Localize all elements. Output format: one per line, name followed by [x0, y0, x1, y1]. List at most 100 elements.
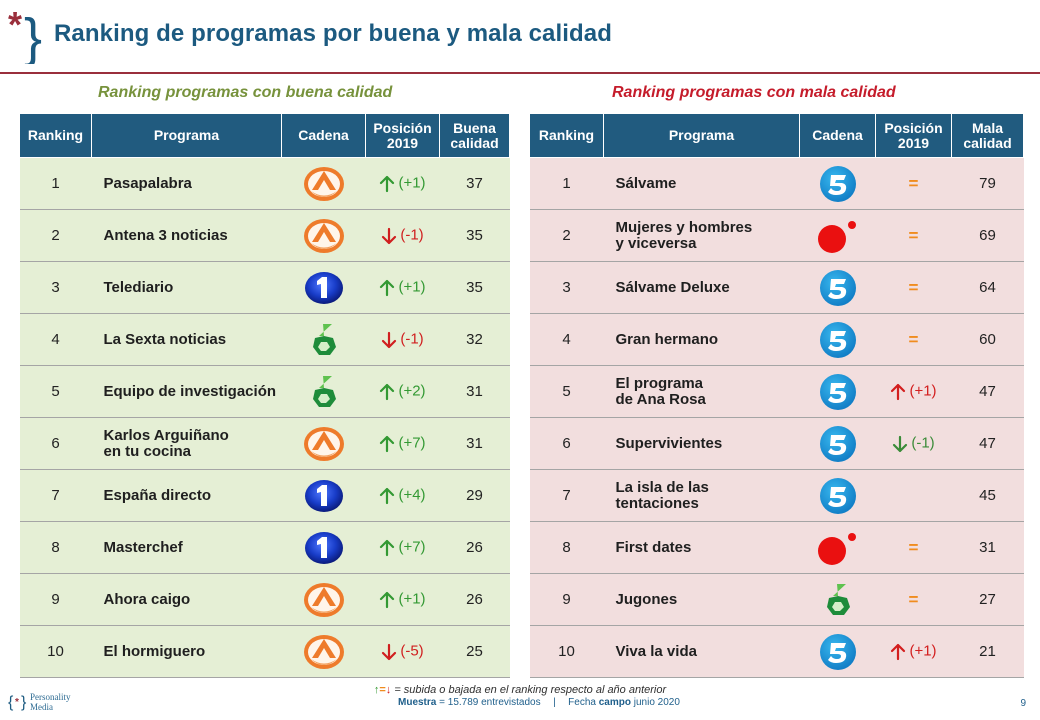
arrow-up-icon [890, 642, 909, 660]
bad-channel-cell [799, 313, 876, 366]
cuatro-logo-icon [816, 532, 860, 565]
good-score-column-label: Buena calidad [450, 119, 499, 151]
bad-table-row: 5 El programa de Ana Rosa (+1) 47 [529, 365, 1024, 418]
bad-position-indicator: (+1) [890, 382, 937, 400]
lasexta-logo-icon [305, 323, 343, 355]
good-position-column-label: Posición 2019 [373, 119, 432, 151]
arrow-up-icon [890, 382, 909, 400]
bad-ranking-title: Ranking programas con mala calidad [612, 84, 896, 101]
good-channel-cell [281, 261, 366, 314]
good-position-value: (+2) [398, 383, 426, 401]
good-rank-cell: 4 [19, 313, 92, 366]
page-number: 9 [1020, 698, 1026, 709]
svg-text:{: { [8, 694, 14, 711]
good-rank-cell: 10 [19, 625, 92, 678]
bad-rank-cell: 2 [529, 209, 604, 262]
good-score-cell: 29 [439, 469, 510, 522]
arrow-down-icon [381, 330, 400, 348]
good-program-cell: Masterchef [91, 521, 282, 574]
bad-table-row: 10 Viva la vida (+1) 21 [529, 625, 1024, 678]
good-program-cell: Pasapalabra [91, 157, 282, 210]
bad-program-cell: El programa de Ana Rosa [603, 365, 800, 418]
bad-rank-cell: 9 [529, 573, 604, 626]
good-program-name: Karlos Arguiñano en tu cocina [103, 426, 229, 460]
bad-channel-cell [799, 157, 876, 210]
good-position-indicator: (+1) [379, 590, 426, 608]
good-channel-cell [281, 469, 366, 522]
bad-score-cell: 21 [951, 625, 1024, 678]
good-table-header-row: Ranking Programa Cadena Posición 2019 Bu… [19, 113, 510, 158]
arrow-down-icon [892, 434, 911, 452]
good-program-name: Masterchef [103, 538, 183, 556]
good-rank-column-header: Ranking [19, 113, 92, 158]
bad-program-cell: Mujeres y hombres y viceversa [603, 209, 800, 262]
arrow-up-icon [379, 486, 398, 504]
good-score-cell: 32 [439, 313, 510, 366]
arrow-up-icon [379, 382, 398, 400]
bad-score-cell: 27 [951, 573, 1024, 626]
trend-legend: ↑=↓ = subida o bajada en el ranking resp… [0, 684, 1040, 696]
arrow-down-icon [381, 642, 400, 660]
equal-icon: = [908, 537, 919, 557]
good-position-indicator: (+2) [379, 382, 426, 401]
bad-rank-cell: 7 [529, 469, 604, 522]
good-score-cell: 26 [439, 573, 510, 626]
good-position-value: (+7) [398, 539, 426, 557]
good-position-indicator: (+4) [379, 486, 426, 504]
page-footer: { * } Personality Media Muestra = 15.789… [0, 690, 1040, 718]
good-program-cell: Karlos Arguiñano en tu cocina [91, 417, 282, 470]
good-position-indicator: (+1) [379, 174, 426, 192]
bad-position-cell: (+1) [875, 625, 952, 678]
bad-program-name: Gran hermano [615, 330, 719, 348]
antena3-logo-icon [303, 426, 345, 461]
good-rank-cell: 1 [19, 157, 92, 210]
good-score-cell: 31 [439, 365, 510, 418]
good-table-row: 6 Karlos Arguiñano en tu cocina (+7) 31 [19, 417, 510, 470]
good-position-value: (+7) [398, 435, 426, 453]
good-position-value: (-1) [400, 227, 424, 245]
good-position-indicator: (-5) [381, 642, 424, 660]
bad-table-row: 7 La isla de las tentaciones 45 [529, 469, 1024, 522]
bad-table-row: 1 Sálvame = 79 [529, 157, 1024, 210]
bad-rank-cell: 5 [529, 365, 604, 418]
telecinco-logo-icon [818, 165, 858, 202]
good-program-name: Pasapalabra [103, 174, 192, 192]
telecinco-logo-icon [818, 269, 858, 306]
antena3-logo-icon [303, 582, 345, 617]
bad-score-cell: 69 [951, 209, 1024, 262]
good-position-cell: (+7) [365, 417, 440, 470]
bad-program-cell: Sálvame [603, 157, 800, 210]
bad-ranking-table: Ranking Programa Cadena Posición 2019 Ma… [529, 113, 1024, 678]
footer-meta: Muestra = 15.789 entrevistados | Fecha c… [398, 697, 680, 708]
good-table-row: 4 La Sexta noticias (-1) 32 [19, 313, 510, 366]
bad-score-cell: 64 [951, 261, 1024, 314]
bad-program-cell: Viva la vida [603, 625, 800, 678]
bad-rank-cell: 3 [529, 261, 604, 314]
bad-table-row: 2 Mujeres y hombres y viceversa = 69 [529, 209, 1024, 262]
bad-score-cell: 47 [951, 417, 1024, 470]
svg-text:}: } [24, 8, 42, 64]
svg-text:}: } [21, 694, 27, 711]
telecinco-logo-icon [818, 425, 858, 462]
footer-separator: | [553, 697, 556, 708]
bad-program-name: First dates [615, 538, 692, 556]
bad-channel-cell [799, 209, 876, 262]
footer-brand-bottom: Media [30, 702, 53, 712]
bad-program-column-header: Programa [603, 113, 800, 158]
arrow-down-icon [381, 226, 400, 244]
good-position-cell: (+7) [365, 521, 440, 574]
legend-down-symbol: ↓ [385, 684, 392, 696]
bad-position-indicator: (+1) [890, 642, 937, 660]
bad-table-row: 8 First dates = 31 [529, 521, 1024, 574]
telecinco-logo-icon [818, 373, 858, 410]
good-position-cell: (-5) [365, 625, 440, 678]
good-position-column-header: Posición 2019 [365, 113, 440, 158]
sample-value: = 15.789 entrevistados [436, 697, 541, 708]
bad-position-cell: (+1) [875, 365, 952, 418]
bad-channel-cell [799, 261, 876, 314]
page-header: * } Ranking de programas por buena y mal… [0, 0, 1040, 78]
bad-program-name: Jugones [615, 590, 678, 608]
bad-position-value: (-1) [911, 435, 935, 453]
good-position-cell: (+2) [365, 365, 440, 418]
bad-table-row: 9 Jugones = 27 [529, 573, 1024, 626]
